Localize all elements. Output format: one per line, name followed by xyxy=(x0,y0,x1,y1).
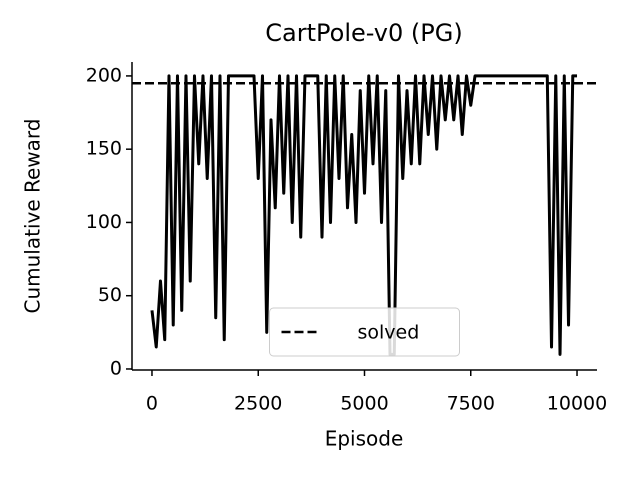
chart-title: CartPole-v0 (PG) xyxy=(265,19,462,47)
y-tick-label: 100 xyxy=(86,211,122,233)
y-tick-label: 0 xyxy=(110,357,122,379)
data-line xyxy=(150,74,578,356)
x-tick-label: 7500 xyxy=(447,393,495,415)
y-tick-label: 50 xyxy=(98,284,122,306)
legend-box xyxy=(269,307,460,357)
y-tick-label: 200 xyxy=(86,64,122,86)
x-tick-label: 5000 xyxy=(340,393,388,415)
y-axis-label: Cumulative Reward xyxy=(21,119,45,314)
legend-label: solved xyxy=(358,322,420,344)
x-axis-label: Episode xyxy=(325,427,404,451)
y-tick-label: 150 xyxy=(86,138,122,160)
x-tick-label: 2500 xyxy=(234,393,282,415)
x-tick-label: 0 xyxy=(146,393,158,415)
x-tick-label: 10000 xyxy=(547,393,607,415)
